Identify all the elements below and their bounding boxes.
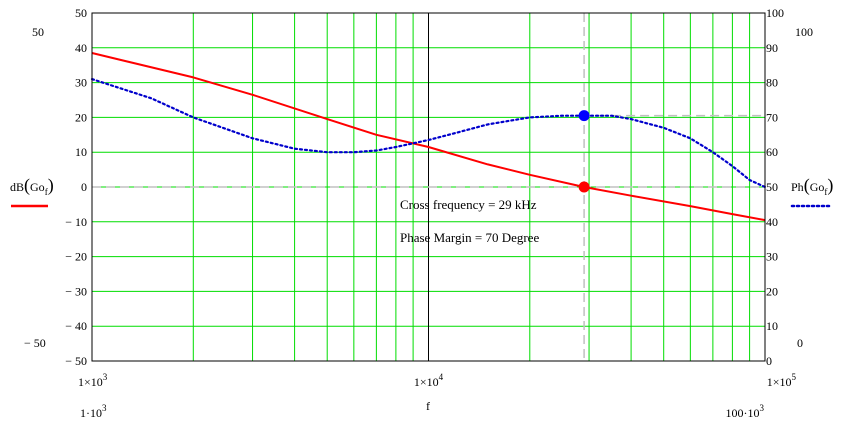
y-left-tick-label: − 30	[65, 284, 87, 298]
y-left-tick-label: − 40	[65, 319, 87, 333]
y-left-axis-title-paren-open: (	[24, 175, 30, 196]
crossover-marker	[578, 181, 590, 193]
y-right-axis-title-paren-open: (	[804, 175, 810, 196]
x-tick-label: 1×103	[78, 372, 108, 389]
x-tick-label-exponent: 5	[792, 372, 797, 382]
chart-series	[90, 52, 767, 222]
x-range-left-base: 1·10	[80, 406, 102, 420]
series-line-db	[91, 52, 766, 222]
y-left-axis-title: dB(Gof)	[10, 175, 54, 197]
y-right-tick-label: 100	[766, 6, 784, 20]
y-right-tick-label: 30	[766, 250, 778, 264]
y-right-axis-title-paren-close: )	[827, 175, 833, 196]
y-right-tick-label: 80	[766, 76, 778, 90]
series-line-phase	[90, 77, 767, 189]
x-tick-label-exponent: 4	[439, 372, 444, 382]
plot-frame	[91, 12, 766, 362]
y-right-axis-title: Ph(Gof)	[791, 175, 833, 197]
x-range-right-exponent: 3	[760, 403, 765, 413]
y-right-tick-label: 20	[766, 284, 778, 298]
x-axis-title: f	[426, 399, 430, 413]
x-range-left: 1·103	[80, 403, 107, 420]
x-range-left-exponent: 3	[102, 403, 107, 413]
y-right-range-top: 100	[795, 25, 813, 39]
y-left-range-bottom: − 50	[24, 336, 46, 350]
phase-margin-marker	[578, 110, 590, 122]
x-tick-label: 1×104	[414, 372, 444, 389]
y-right-axis-title-arg: Go	[810, 180, 825, 194]
x-range-right-base: 100·10	[726, 406, 760, 420]
y-right-tick-label: 10	[766, 319, 778, 333]
y-right-range-bottom: 0	[797, 336, 803, 350]
y-right-tick-label: 40	[766, 215, 778, 229]
x-tick-label: 1×105	[767, 372, 797, 389]
x-tick-label-base: 1×10	[767, 375, 792, 389]
x-tick-label-exponent: 3	[103, 372, 108, 382]
y-left-range-top: 50	[32, 25, 44, 39]
y-right-axis-title-sub: f	[824, 187, 827, 197]
y-left-tick-label: 10	[75, 145, 87, 159]
y-left-axis-title-arg: Go	[30, 180, 45, 194]
y-left-tick-label: 0	[81, 180, 87, 194]
x-range-right: 100·103	[726, 403, 765, 420]
y-left-axis-title-fn: dB	[10, 180, 24, 194]
y-left-tick-label: 50	[75, 6, 87, 20]
y-left-tick-label: − 20	[65, 250, 87, 264]
y-right-tick-label: 0	[766, 354, 772, 368]
y-left-axis-title-paren-close: )	[48, 175, 54, 196]
chart-frame	[91, 12, 766, 362]
annotation-phase-margin: Phase Margin = 70 Degree	[400, 230, 539, 245]
y-left-tick-label: − 50	[65, 354, 87, 368]
y-right-tick-label: 50	[766, 180, 778, 194]
y-right-axis-title-fn: Ph	[791, 180, 804, 194]
y-left-axis-title-sub: f	[45, 187, 48, 197]
y-left-tick-label: 20	[75, 110, 87, 124]
y-left-tick-label: 40	[75, 41, 87, 55]
y-right-tick-label: 70	[766, 110, 778, 124]
y-right-tick-label: 60	[766, 145, 778, 159]
y-left-tick-label: 30	[75, 76, 87, 90]
x-tick-label-base: 1×10	[78, 375, 103, 389]
y-right-tick-label: 90	[766, 41, 778, 55]
y-left-tick-label: − 10	[65, 215, 87, 229]
x-tick-label-base: 1×10	[414, 375, 439, 389]
annotation-cross-frequency: Cross frequency = 29 kHz	[400, 197, 537, 212]
